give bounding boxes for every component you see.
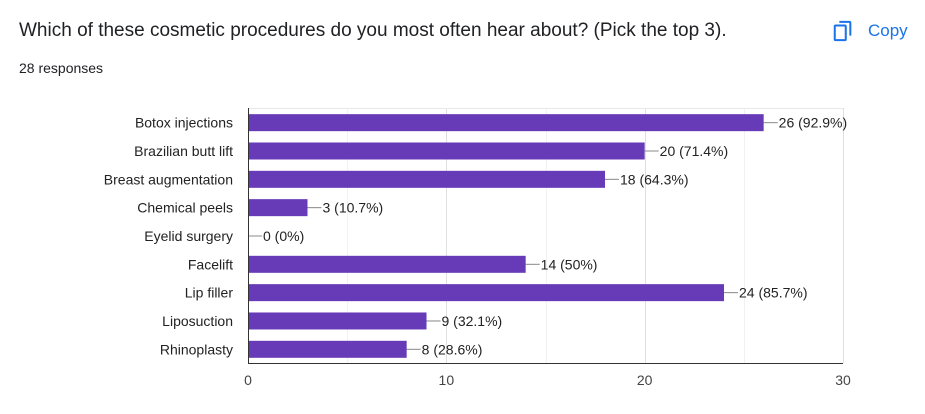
data-label: 8 (28.6%): [422, 341, 483, 357]
bar: [248, 255, 526, 273]
bar: [248, 142, 645, 160]
category-label: Rhinoplasty: [160, 341, 233, 357]
data-label: 18 (64.3%): [620, 171, 688, 187]
bar: [248, 340, 407, 358]
response-count: 28 responses: [19, 60, 104, 76]
question-title: Which of these cosmetic procedures do yo…: [19, 20, 727, 41]
bar: [248, 170, 605, 188]
bar: [248, 312, 427, 330]
x-tick-label: 10: [439, 372, 455, 388]
category-label: Breast augmentation: [104, 171, 233, 187]
copy-label: Copy: [868, 21, 908, 40]
data-label: 0 (0%): [263, 228, 304, 244]
category-label: Eyelid surgery: [144, 228, 233, 244]
bar: [248, 114, 764, 132]
data-label: 20 (71.4%): [660, 143, 728, 159]
category-label: Liposuction: [162, 313, 233, 329]
x-tick-label: 30: [835, 372, 851, 388]
category-label: Brazilian butt lift: [134, 143, 233, 159]
bar: [248, 284, 724, 302]
copy-icon: [833, 20, 852, 42]
data-label: 26 (92.9%): [779, 115, 847, 131]
x-tick-label: 0: [244, 372, 252, 388]
category-label: Lip filler: [185, 285, 234, 301]
x-tick-label: 20: [637, 372, 653, 388]
category-label: Chemical peels: [137, 200, 233, 216]
data-label: 3 (10.7%): [323, 200, 384, 216]
category-label: Botox injections: [135, 115, 233, 131]
copy-button[interactable]: Copy: [832, 16, 908, 46]
data-label: 14 (50%): [541, 256, 598, 272]
category-label: Facelift: [188, 256, 233, 272]
bar: [248, 199, 308, 217]
data-label: 24 (85.7%): [739, 285, 807, 301]
data-label: 9 (32.1%): [442, 313, 503, 329]
